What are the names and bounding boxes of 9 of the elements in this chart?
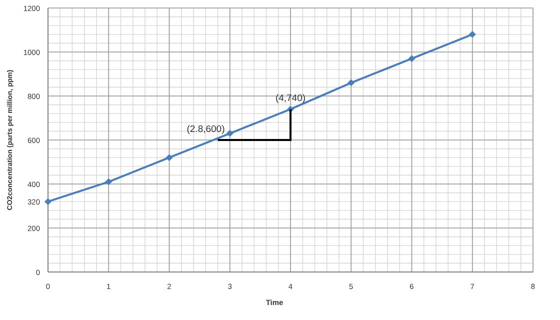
point: [166, 154, 173, 162]
point: [105, 178, 112, 186]
annotation: (4,740): [275, 93, 306, 104]
point: [468, 30, 476, 38]
point: [408, 55, 416, 62]
point: [226, 130, 234, 137]
point: [44, 198, 52, 206]
annotation: (2.8,600): [186, 124, 225, 135]
point: [348, 79, 355, 86]
